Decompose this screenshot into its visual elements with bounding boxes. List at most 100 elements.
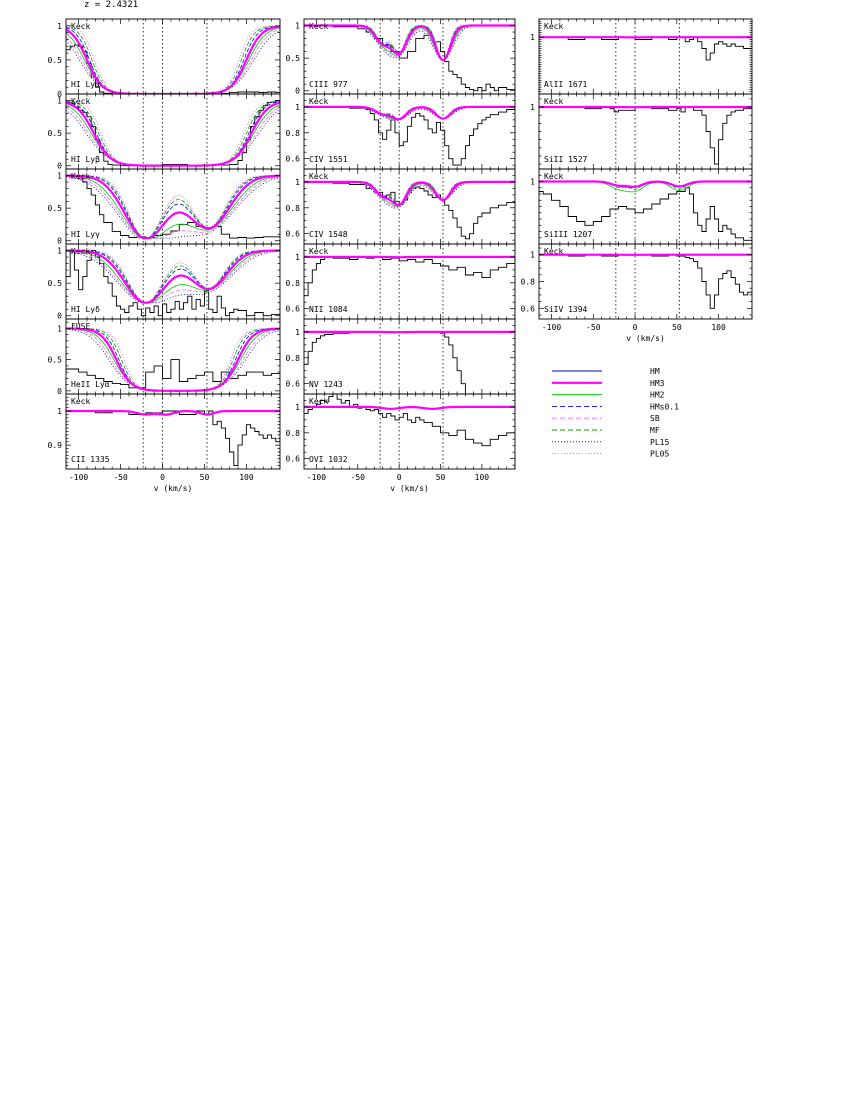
instrument-label: Keck <box>309 97 328 106</box>
legend-label-pl15: PL15 <box>650 438 669 447</box>
ion-label: SiIII 1207 <box>544 230 592 239</box>
model-curve-pl15 <box>304 106 515 122</box>
panel-frame <box>303 393 516 470</box>
data-spectrum <box>66 175 280 239</box>
model-curve-hm <box>304 25 515 61</box>
data-spectrum <box>66 410 280 467</box>
x-tick-label: -100 <box>307 473 326 482</box>
y-tick-label: 0.6 <box>521 304 536 313</box>
data-spectrum <box>304 256 515 297</box>
x-tick-label: 100 <box>475 473 490 482</box>
instrument-label: Keck <box>71 22 90 31</box>
model-curve-hm3 <box>66 327 280 392</box>
panel-ciii-977-6: 0 0.5 1 Keck CIII 977 <box>286 18 516 96</box>
y-tick-label: 1 <box>295 403 300 412</box>
x-tick-label: 50 <box>672 323 682 332</box>
ion-label: SiIV 1394 <box>544 305 588 314</box>
legend-label-hm: HM <box>650 367 660 376</box>
y-tick-label: 1 <box>295 253 300 262</box>
y-tick-label: 1 <box>57 22 62 31</box>
model-curve-hm3 <box>304 405 515 410</box>
x-tick-label: -50 <box>113 473 128 482</box>
x-tick-label: 50 <box>200 473 210 482</box>
x-tick-label: 100 <box>239 473 254 482</box>
model-curve-hm3 <box>66 174 280 240</box>
ion-label: CIV 1551 <box>309 155 348 164</box>
panel-hi-ly--0: 0 0.5 1 Keck HI Lyα <box>48 18 281 99</box>
legend-label-hm3: HM3 <box>650 379 665 388</box>
y-tick-label: 1 <box>295 103 300 112</box>
instrument-label: Keck <box>71 172 90 181</box>
instrument-label: Keck <box>544 247 563 256</box>
panel-siii-1527-13: 1 Keck SiII 1527 <box>530 93 753 170</box>
ion-label: NV 1243 <box>309 380 343 389</box>
panel-heii-ly--4: 0 0.5 1 FUSE HeII Lyα <box>48 318 281 396</box>
model-curve-pl05 <box>304 25 515 61</box>
x-tick-label: -50 <box>586 323 601 332</box>
y-tick-label: 0.5 <box>48 356 63 365</box>
y-tick-label: 1 <box>57 172 62 181</box>
instrument-label: Keck <box>71 397 90 406</box>
y-tick-label: 0.6 <box>286 155 301 164</box>
legend: HM HM3 HM2 HMs0.1 SB MF PL15 PL05 <box>552 367 679 459</box>
instrument-label: Keck <box>309 397 328 406</box>
model-curve-sb <box>66 175 280 239</box>
legend-label-sb: SB <box>650 414 660 423</box>
y-tick-label: 0.8 <box>286 204 301 213</box>
model-curve-hm2 <box>66 250 280 304</box>
model-curve-hm3 <box>304 180 515 207</box>
model-curve-hm3 <box>304 105 515 121</box>
legend-label-hm2: HM2 <box>650 391 665 400</box>
ion-label: HI Lyδ <box>71 305 100 314</box>
y-tick-label: 1 <box>57 247 62 256</box>
model-curve-pl15 <box>304 181 515 209</box>
model-curve-sb <box>304 25 515 61</box>
y-tick-label: 0.6 <box>286 380 301 389</box>
x-tick-label: 0 <box>633 323 638 332</box>
y-tick-label: 0 <box>57 387 62 396</box>
panel-hi-ly--3: 0 0.5 1 Keck HI Lyδ <box>48 243 281 321</box>
ion-label: HI Lyα <box>71 80 100 89</box>
ion-label: CII 1335 <box>71 455 110 464</box>
model-curve-hm2 <box>66 175 280 239</box>
model-curve-mf <box>304 25 515 61</box>
ion-label: NII 1084 <box>309 305 348 314</box>
y-tick-label: 0 <box>295 87 300 96</box>
model-curve-hm3 <box>66 409 280 416</box>
y-tick-label: 0.8 <box>286 354 301 363</box>
y-tick-label: 0 <box>57 162 62 171</box>
y-tick-label: 0.6 <box>286 230 301 239</box>
instrument-label: Keck <box>71 97 90 106</box>
model-curve-pl15 <box>66 176 280 239</box>
x-axis-label: v (km/s) <box>626 334 665 343</box>
panel-alii-1671-12: 1 Keck AlII 1671 <box>530 18 753 95</box>
model-curve-hms01 <box>304 25 515 61</box>
instrument-label: FUSE <box>71 322 90 331</box>
model-curve-hm3 <box>66 25 280 94</box>
ion-label: HI Lyγ <box>71 230 100 239</box>
x-tick-label: 0 <box>397 473 402 482</box>
instrument-label: Keck <box>544 22 563 31</box>
x-axis-label: v (km/s) <box>154 484 193 493</box>
ion-label: SiII 1527 <box>544 155 588 164</box>
model-curve-hm3 <box>66 101 280 167</box>
model-curve-pl05 <box>66 25 280 94</box>
x-axis-label: v (km/s) <box>390 484 429 493</box>
redshift-label: z = 2.4321 <box>84 0 139 10</box>
legend-label-pl05: PL05 <box>650 450 669 459</box>
ion-label: CIII 977 <box>309 80 348 89</box>
x-tick-label: -100 <box>542 323 561 332</box>
model-curve-pl05 <box>66 328 280 392</box>
panel-civ-1548-8: 0.6 0.8 1 Keck CIV 1548 <box>286 168 516 245</box>
model-curve-hm3 <box>539 180 752 188</box>
y-tick-label: 0 <box>57 90 62 99</box>
y-tick-label: 0.8 <box>286 129 301 138</box>
model-curve-pl15 <box>66 328 280 392</box>
y-tick-label: 1 <box>57 97 62 106</box>
y-tick-label: 0 <box>57 312 62 321</box>
instrument-label: Keck <box>309 22 328 31</box>
model-curve-hms01 <box>66 175 280 239</box>
y-tick-label: 1 <box>530 251 535 260</box>
panel-hi-ly--1: 0 0.5 1 Keck HI Lyβ <box>48 93 281 171</box>
ion-label: CIV 1548 <box>309 230 348 239</box>
